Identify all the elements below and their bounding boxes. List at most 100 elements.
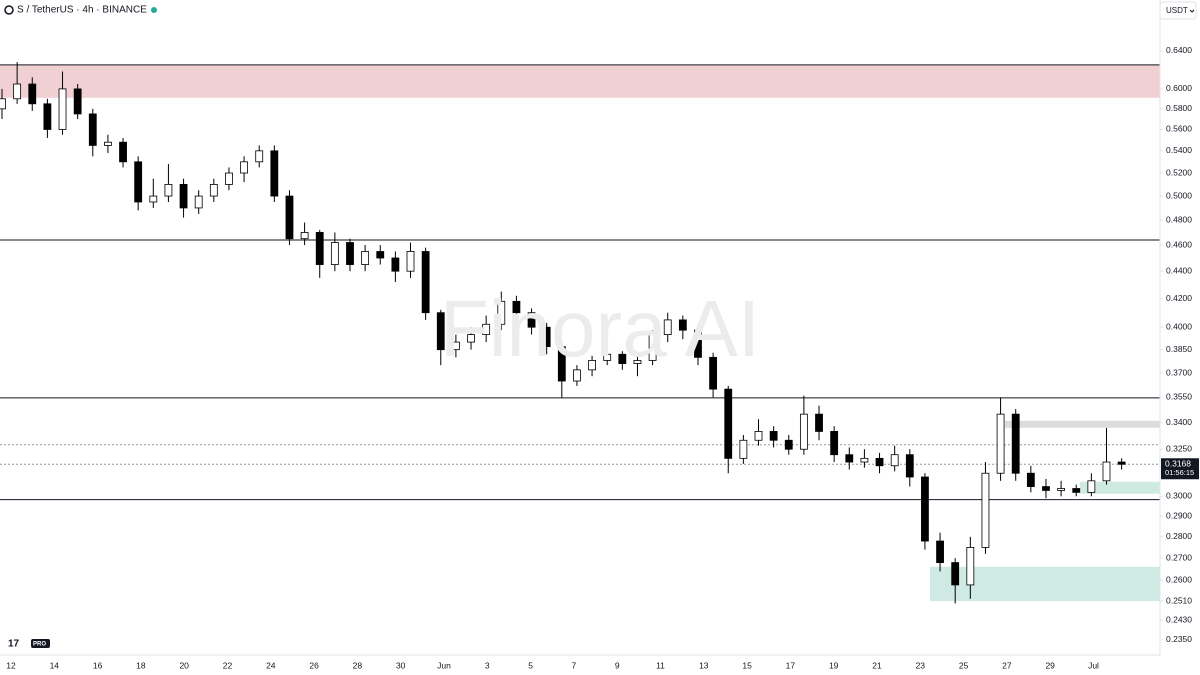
candle-body (1026, 472, 1035, 487)
x-tick-label: 21 (872, 660, 882, 670)
y-tick-label: 0.4800 (1166, 214, 1192, 224)
candle-body (467, 334, 475, 343)
candle-body (905, 454, 914, 478)
x-tick-label: 27 (1002, 660, 1012, 670)
candle-body (391, 257, 400, 272)
y-tick-label: 0.5600 (1166, 124, 1192, 134)
candle-body (1117, 461, 1126, 465)
y-tick-label: 0.6000 (1166, 83, 1192, 93)
candle-body (845, 454, 854, 463)
price-label: 0.3168 (1165, 459, 1191, 469)
y-tick-label: 0.2350 (1166, 634, 1192, 644)
x-tick-label: 3 (485, 660, 490, 670)
candle-body (754, 431, 763, 441)
candle-body (149, 195, 158, 203)
currency-label[interactable]: USDT (1166, 6, 1188, 15)
tv-logo: 17 (8, 639, 20, 650)
x-tick-label: 22 (223, 660, 233, 670)
x-tick-label: Jul (1088, 660, 1099, 670)
zone (1005, 420, 1160, 428)
candle-body (996, 413, 1005, 474)
candle-body (285, 195, 294, 240)
y-tick-label: 0.3250 (1166, 443, 1192, 453)
candle-body (361, 251, 370, 265)
x-tick-label: 30 (396, 660, 406, 670)
x-tick-label: 5 (528, 660, 533, 670)
x-tick-label: 25 (959, 660, 969, 670)
y-tick-label: 0.4200 (1166, 293, 1192, 303)
candle-body (694, 329, 702, 358)
candle-body (527, 312, 536, 328)
y-tick-label: 0.2430 (1166, 614, 1192, 624)
candle-body (860, 457, 869, 463)
x-tick-label: 28 (353, 660, 363, 670)
candle-body (330, 242, 339, 265)
candle-body (875, 457, 884, 467)
candle-body (815, 413, 823, 432)
x-tick-label: 29 (1045, 660, 1055, 670)
candle-body (663, 319, 672, 336)
symbol-title[interactable]: S / TetherUS · 4h · BINANCE (17, 5, 147, 16)
zone (1080, 481, 1160, 494)
candle-body (573, 369, 581, 382)
candle-body (936, 540, 944, 563)
status-dot (151, 7, 157, 13)
watermark: Finora AI (440, 284, 760, 373)
candle-body (421, 251, 430, 314)
candle-body (1087, 480, 1096, 493)
currency-button[interactable] (1159, 1, 1197, 20)
candle-body (255, 150, 264, 163)
x-tick-label: 18 (136, 660, 146, 670)
y-tick-label: 0.3000 (1166, 491, 1192, 501)
countdown: 01:56:15 (1165, 468, 1194, 477)
x-tick-label: 16 (93, 660, 103, 670)
x-tick-label: 20 (179, 660, 189, 670)
candle-body (194, 195, 203, 209)
candle-body (406, 251, 415, 272)
x-tick-label: 26 (309, 660, 319, 670)
y-tick-label: 0.2700 (1166, 552, 1192, 562)
symbol-icon[interactable] (4, 5, 14, 15)
candle-body (497, 300, 506, 325)
candle-body (164, 184, 173, 197)
candle-body (542, 326, 551, 348)
candle-body (88, 113, 97, 146)
candle-body (28, 83, 37, 105)
candle-body (482, 323, 491, 336)
y-tick-label: 0.6400 (1166, 45, 1192, 55)
candle-body (1072, 488, 1081, 493)
candle-body (724, 388, 733, 459)
candle-body (346, 242, 354, 265)
candle-body (134, 161, 143, 203)
candle-body (451, 341, 460, 351)
price-label-bg (1161, 458, 1199, 480)
y-tick-label: 0.3400 (1166, 417, 1192, 427)
candle-body (300, 232, 309, 240)
candle-body (633, 360, 642, 364)
candle-body (43, 103, 52, 130)
candle-body (603, 353, 612, 361)
x-tick-label: 11 (656, 660, 665, 670)
candle-body (588, 360, 596, 371)
candle-body (512, 300, 521, 314)
y-tick-label: 0.2600 (1166, 575, 1192, 585)
candle-body (1011, 413, 1020, 474)
y-tick-label: 0.2900 (1166, 510, 1192, 520)
candle-body (225, 172, 233, 185)
x-tick-label: Jun (437, 660, 451, 670)
logo-pro: PRO (33, 642, 46, 648)
candle-body (58, 88, 67, 130)
x-tick-label: 9 (615, 660, 620, 670)
candle-body (648, 334, 657, 361)
candle-body (376, 251, 385, 259)
zone (0, 64, 1160, 98)
currency-caret (1189, 9, 1195, 13)
candle-body (618, 353, 627, 364)
x-tick-label: 15 (742, 660, 752, 670)
candle-body (890, 454, 899, 467)
candle-body (966, 547, 975, 586)
x-tick-label: 14 (50, 660, 60, 670)
candle-body (921, 476, 929, 542)
candle-body (13, 83, 22, 100)
